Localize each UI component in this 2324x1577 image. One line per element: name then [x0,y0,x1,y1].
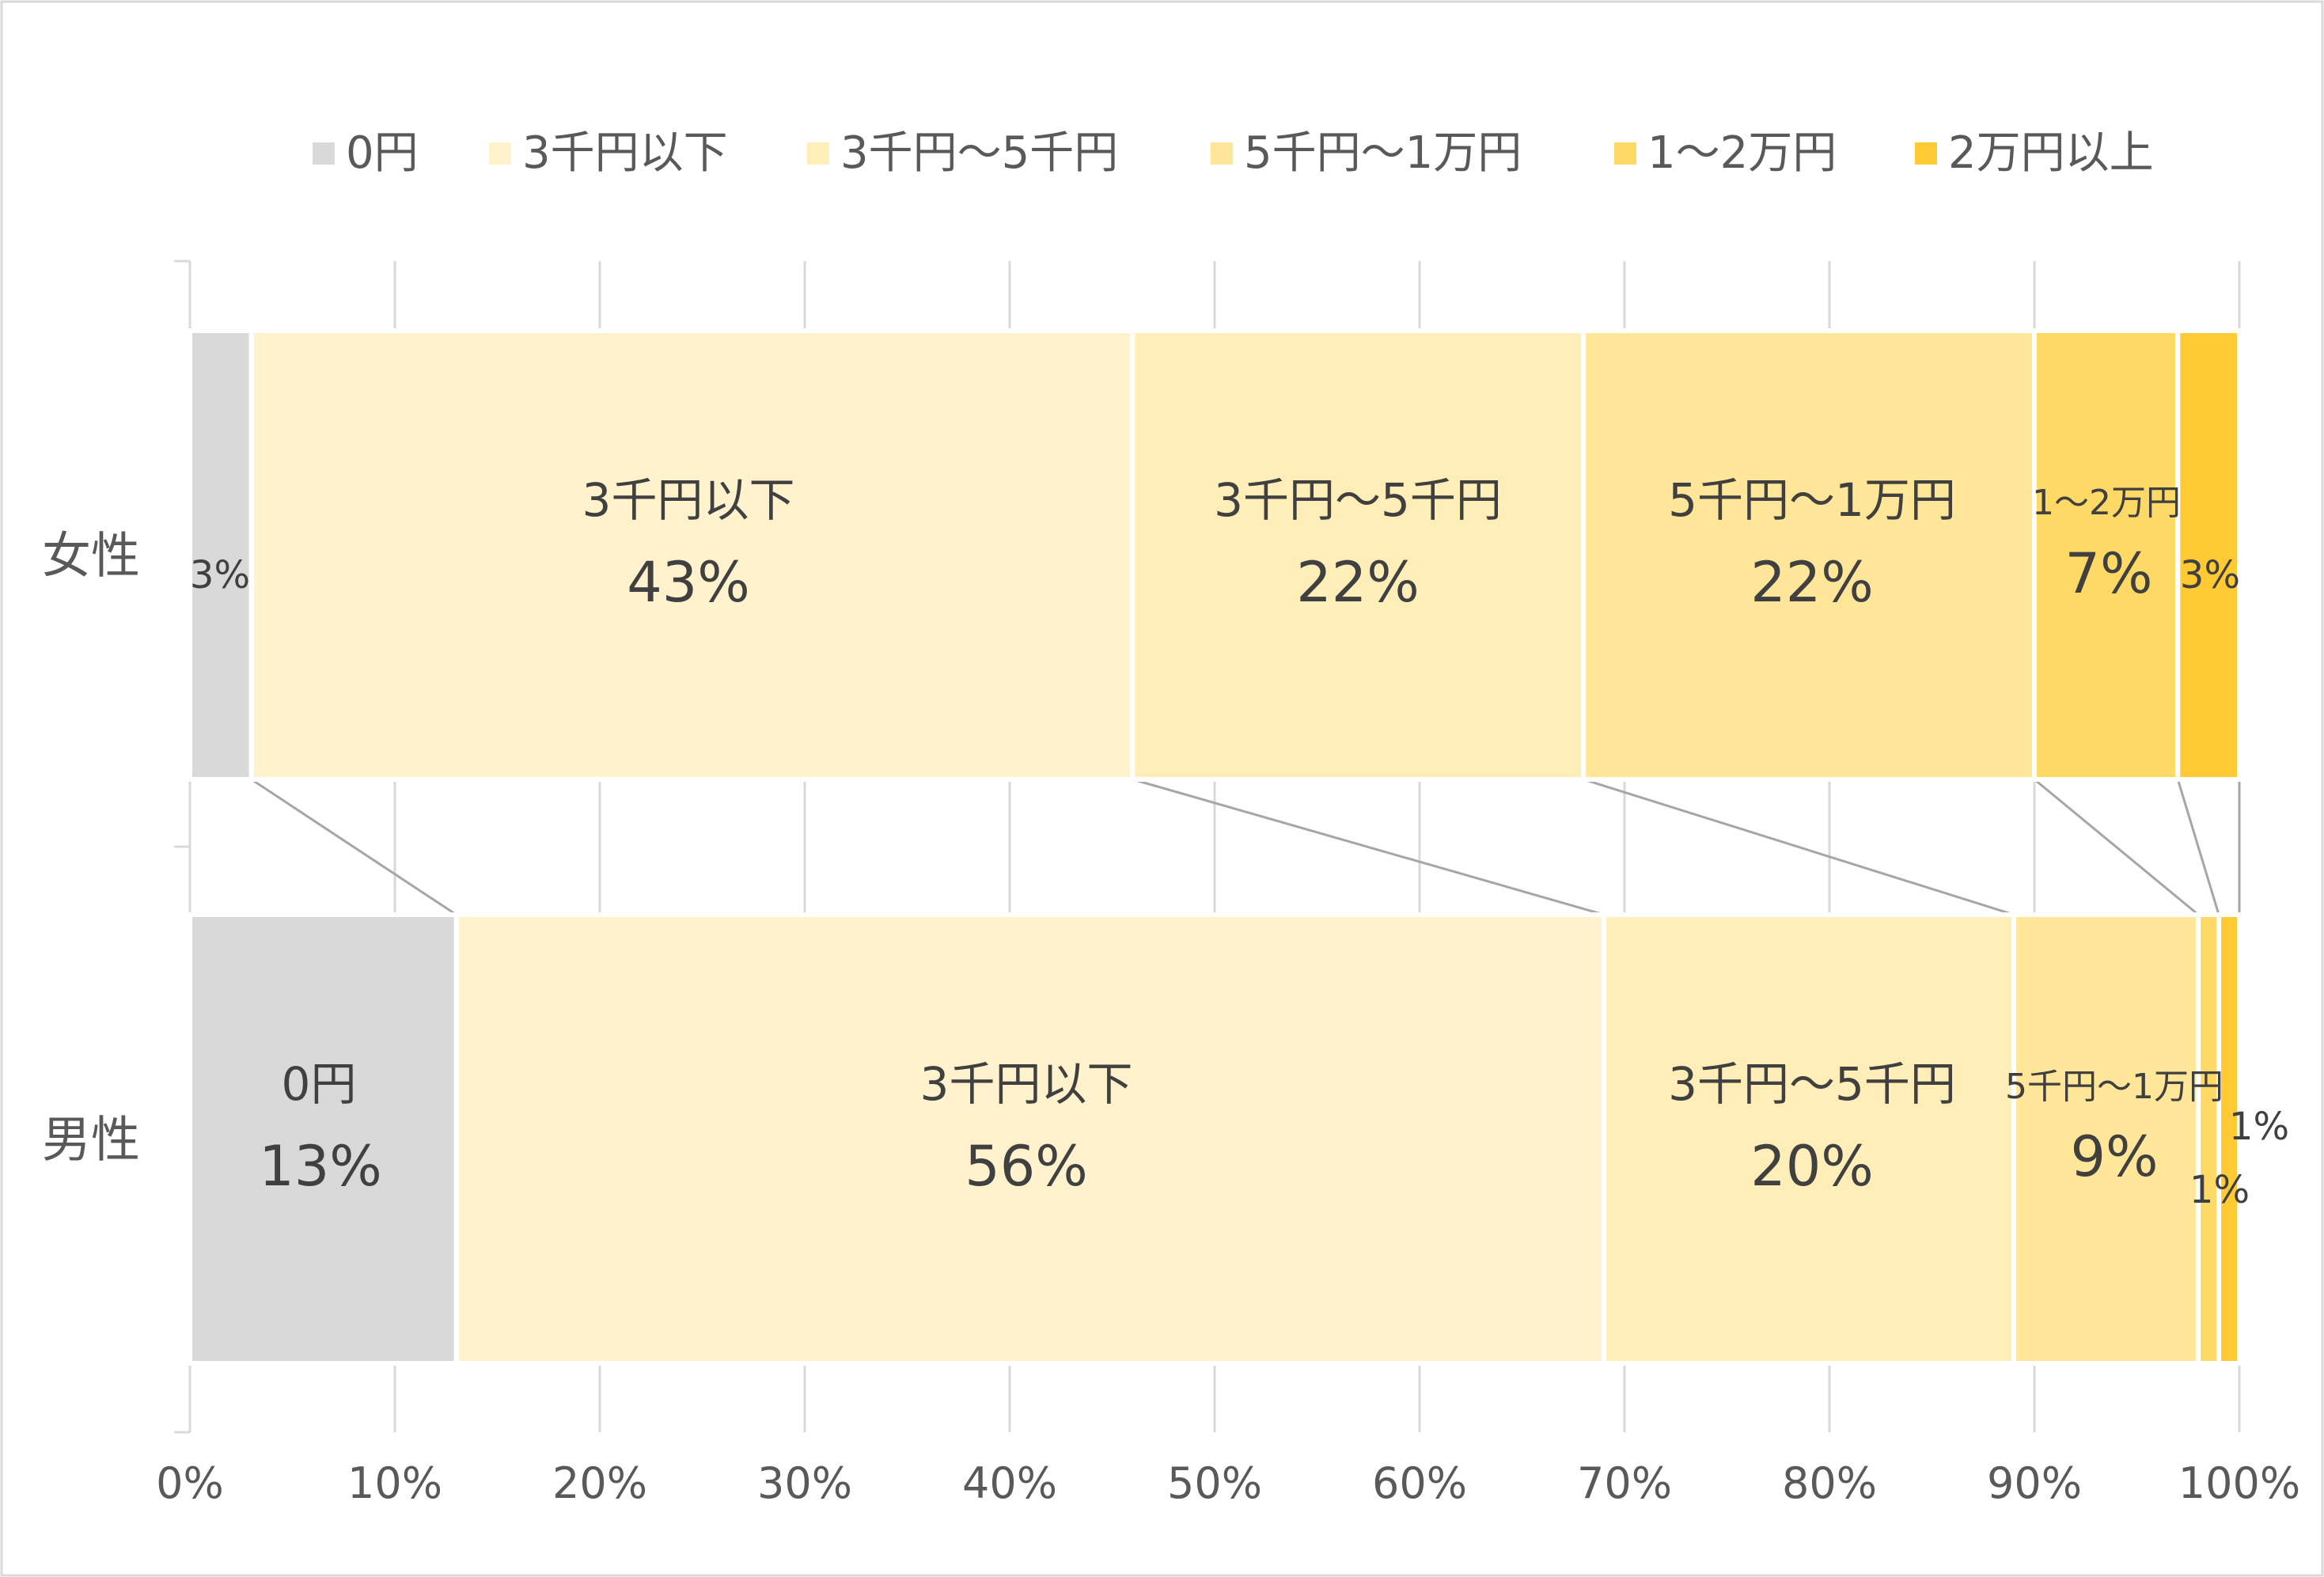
x-tick-label: 30% [757,1458,852,1508]
legend-swatch [1614,142,1636,165]
category-label: 女性 [42,527,140,585]
bar-segment [2032,328,2181,782]
legend: 0円 3千円以下 3千円〜5千円 5千円〜1万円 1〜2万円 2万円以上 [313,127,2154,179]
category-label: 男性 [42,1111,140,1169]
data-label-name: 3千円〜5千円 [1214,473,1502,527]
x-tick-label: 80% [1782,1458,1877,1508]
data-label-value: 43% [627,550,750,615]
legend-label: 0円 [346,127,419,179]
series-line [2034,778,2200,916]
x-tick-label: 20% [552,1458,647,1508]
data-label-name: 1〜2万円 [2032,483,2181,523]
x-axis-ticks: 0% 10% 20% 30% 40% 50% 60% 70% 80% 90% 100% [156,1458,2300,1508]
bar-segment [188,328,254,782]
x-tick-label: 90% [1987,1458,2082,1508]
bar-segment [2216,912,2242,1366]
series-line [1132,778,1605,916]
bars [188,328,2242,1366]
legend-swatch [807,142,829,165]
bar-segment [2175,328,2242,782]
data-label-value: 22% [1296,550,1420,615]
x-tick-label: 100% [2178,1458,2300,1508]
series-lines [250,778,2241,916]
data-label-value: 3% [2180,553,2240,597]
x-tick-label: 10% [347,1458,442,1508]
legend-label: 3千円〜5千円 [840,127,1118,179]
x-tick-label: 40% [962,1458,1057,1508]
bar-segment [1130,328,1587,782]
series-line [1583,778,2015,916]
legend-label: 3千円以下 [522,127,728,179]
bar-segment [188,912,459,1366]
x-tick-label: 60% [1372,1458,1467,1508]
bar-segment [2011,912,2201,1366]
data-label-value: 7% [2064,541,2152,606]
data-label-value: 1% [2189,1168,2250,1212]
series-line [2176,779,2220,915]
bar-segment [248,328,1135,782]
legend-swatch [1915,142,1937,165]
data-label-value: 20% [1750,1134,1874,1199]
data-label-value: 3% [190,553,250,597]
x-tick-label: 50% [1167,1458,1262,1508]
data-label-value: 56% [965,1134,1088,1199]
data-label-name: 5千円〜1万円 [1668,473,1956,527]
bar-segment [2196,912,2222,1366]
data-label-name: 3千円〜5千円 [1668,1057,1956,1111]
data-label-name: 3千円以下 [582,473,795,527]
data-label-value: 13% [259,1134,382,1199]
legend-label: 5千円〜1万円 [1244,127,1522,179]
x-tick-label: 70% [1577,1458,1672,1508]
legend-swatch [313,142,335,165]
legend-swatch [1211,142,1233,165]
data-label-value: 9% [2070,1124,2158,1189]
data-label-name: 5千円〜1万円 [2005,1067,2224,1107]
legend-label: 1〜2万円 [1647,127,1837,179]
legend-label: 2万円以上 [1948,127,2154,179]
data-labels: 3% 3千円以下 43% 3千円〜5千円 22% 5千円〜1万円 22% 1〜2万円 7% 3% 0… [190,473,2289,1212]
bar-segment [1602,912,2017,1366]
data-label-name: 0円 [282,1057,357,1111]
legend-swatch [489,142,511,165]
data-label-name: 3千円以下 [920,1057,1133,1111]
x-tick-label: 0% [156,1458,224,1508]
series-line [250,778,457,916]
data-label-value: 22% [1750,550,1874,615]
data-label-value: 1% [2229,1105,2289,1149]
bar-segment [453,912,1607,1366]
